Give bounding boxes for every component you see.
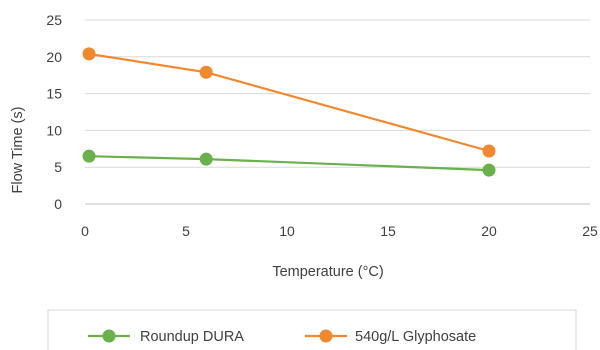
x-tick-label: 15 (380, 223, 396, 239)
y-tick-label: 5 (54, 159, 62, 175)
x-tick-label: 20 (481, 223, 497, 239)
x-tick-label: 5 (182, 223, 190, 239)
data-point (82, 47, 96, 61)
y-axis-title: Flow Time (s) (10, 107, 26, 194)
y-tick-label: 20 (46, 49, 62, 65)
data-point (82, 149, 96, 163)
y-tick-label: 10 (46, 122, 62, 138)
data-point (482, 144, 496, 158)
legend-label-1: Roundup DURA (140, 329, 244, 345)
legend-label-2: 540g/L Glyphosate (355, 329, 476, 345)
legend-swatch-marker-1 (102, 329, 116, 343)
series-line-2 (88, 52, 490, 153)
x-tick-label: 25 (582, 223, 598, 239)
x-tick-label: 0 (81, 223, 89, 239)
legend-box (47, 309, 577, 350)
x-axis-ticks: 0 5 10 15 20 25 (81, 223, 598, 239)
y-tick-label: 25 (46, 12, 62, 28)
y-tick-label: 0 (54, 196, 62, 212)
data-point (482, 163, 496, 177)
series-layer (82, 47, 496, 177)
data-point (199, 152, 213, 166)
legend-swatch-marker-2 (319, 329, 333, 343)
y-axis-ticks: 0 5 10 15 20 25 (46, 12, 62, 212)
legend: Roundup DURA 540g/L Glyphosate (47, 309, 577, 350)
x-tick-label: 10 (279, 223, 295, 239)
series-line-1 (88, 155, 490, 172)
data-point (199, 65, 213, 79)
x-axis-title: Temperature (°C) (272, 264, 383, 280)
gridlines (85, 19, 590, 205)
y-tick-label: 15 (46, 86, 62, 102)
